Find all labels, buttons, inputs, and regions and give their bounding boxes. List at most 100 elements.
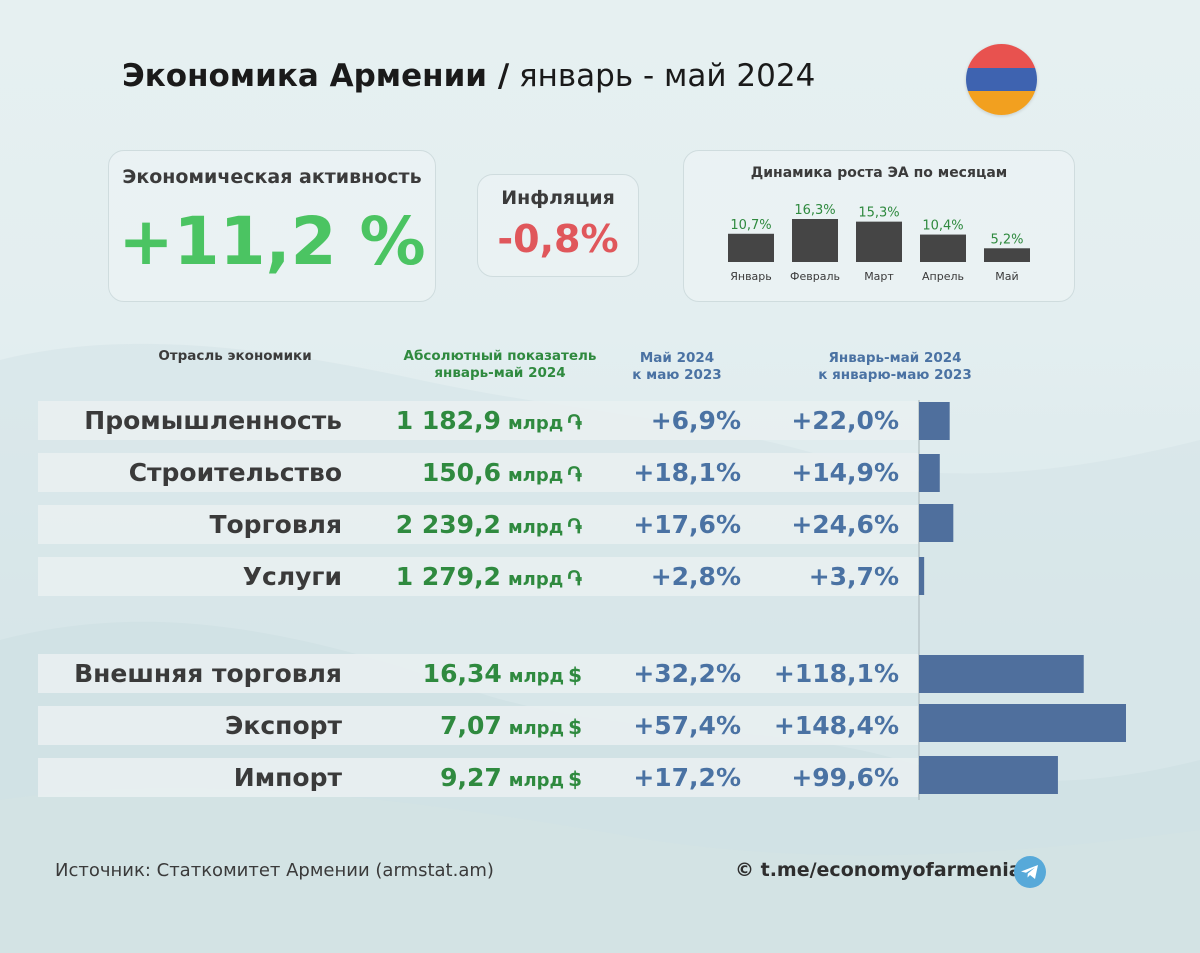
row-may-change: +6,9%: [650, 406, 741, 435]
economic-activity-label: Экономическая активность: [122, 166, 422, 188]
monthly-dynamics-card: Динамика роста ЭА по месяцам 10,7% Январь…: [683, 150, 1075, 302]
row-unit: млрд: [507, 569, 564, 590]
telegram-icon[interactable]: [1014, 856, 1046, 888]
telegram-link[interactable]: © t.me/economyofarmenia: [735, 859, 1022, 881]
row-jan-may-change: +24,6%: [791, 510, 899, 539]
row-currency: $: [568, 715, 582, 739]
month-value-label: 5,2%: [990, 232, 1023, 247]
row-unit: млрд: [508, 718, 565, 739]
row-currency: ֏: [567, 566, 582, 590]
row-sector-name: Импорт: [233, 763, 342, 792]
economic-activity-card: Экономическая активность +11,2 %: [108, 150, 436, 302]
row-may-change: +57,4%: [633, 711, 741, 740]
inflation-label: Инфляция: [501, 187, 615, 209]
header-sector: Отрасль экономики: [158, 348, 312, 364]
flag-stripe-blue: [966, 67, 1037, 92]
row-may-change: +32,2%: [633, 659, 741, 688]
month-bar: [792, 219, 838, 262]
row-sector-name: Экспорт: [225, 711, 342, 740]
header-may: Май 2024 к маю 2023: [612, 350, 742, 384]
row-currency: $: [568, 663, 582, 687]
row-absolute-value: 16,34: [422, 659, 502, 688]
month-category-label: Февраль: [790, 270, 840, 283]
row-jan-may-change: +14,9%: [791, 458, 899, 487]
source-note: Источник: Статкомитет Армении (armstat.a…: [55, 860, 494, 881]
month-bar: [728, 233, 774, 262]
row-absolute-value: 1 182,9: [395, 406, 501, 435]
row-jan-may-change: +99,6%: [791, 763, 899, 792]
title-rest: январь - май 2024: [509, 58, 816, 94]
flag-stripe-red: [966, 44, 1037, 68]
monthly-dynamics-title: Динамика роста ЭА по месяцам: [750, 165, 1008, 181]
row-currency: ֏: [567, 410, 582, 434]
header-jan-may-line1: Январь-май 2024: [828, 350, 962, 366]
row-unit: млрд: [507, 517, 564, 538]
inflation-value: -0,8%: [497, 217, 619, 261]
row-jan-may-change: +118,1%: [773, 659, 899, 688]
flag-stripe-orange: [966, 91, 1037, 115]
month-bar: [920, 234, 966, 262]
header-jan-may-line2: к январю-маю 2023: [818, 367, 972, 383]
page-title: Экономика Армении / январь - май 2024: [122, 58, 815, 94]
row-unit: млрд: [507, 413, 564, 434]
month-value-label: 16,3%: [794, 203, 835, 218]
table-row: Услуги 1 279,2 млрд ֏ +2,8% +3,7%: [38, 557, 918, 596]
month-value-label: 10,4%: [922, 219, 963, 234]
month-category-label: Март: [864, 270, 894, 283]
row-sector-name: Строительство: [128, 458, 342, 487]
monthly-dynamics-chart: 10,7% Январь 16,3% Февраль 15,3% Март 10,4% Апр…: [728, 203, 1030, 283]
month-bar: [984, 248, 1030, 262]
row-absolute-value: 1 279,2: [395, 562, 501, 591]
month-value-label: 10,7%: [730, 218, 771, 233]
row-may-change: +17,2%: [633, 763, 741, 792]
table-row: Строительство 150,6 млрд ֏ +18,1% +14,9%: [38, 453, 918, 492]
row-jan-may-change: +22,0%: [791, 406, 899, 435]
telegram-plane-icon: [1021, 865, 1038, 879]
row-absolute: 150,6 млрд ֏: [422, 453, 582, 492]
row-absolute-value: 9,27: [440, 763, 502, 792]
row-unit: млрд: [508, 770, 565, 791]
table-row: Торговля 2 239,2 млрд ֏ +17,6% +24,6%: [38, 505, 918, 544]
header-absolute-line1: Абсолютный показатель: [403, 348, 597, 364]
row-jan-may-change: +148,4%: [773, 711, 899, 740]
economic-activity-value: +11,2 %: [118, 203, 426, 280]
table-row: Экспорт 7,07 млрд $ +57,4% +148,4%: [38, 706, 918, 745]
row-may-change: +18,1%: [633, 458, 741, 487]
header-absolute-line2: январь-май 2024: [434, 365, 566, 381]
row-absolute-value: 2 239,2: [395, 510, 501, 539]
month-category-label: Май: [995, 270, 1018, 283]
header-absolute: Абсолютный показатель январь-май 2024: [385, 348, 615, 382]
month-category-label: Апрель: [922, 270, 964, 283]
row-absolute: 9,27 млрд $: [440, 758, 582, 797]
row-sector-name: Промышленность: [84, 406, 342, 435]
table-row: Промышленность 1 182,9 млрд ֏ +6,9% +22,0%: [38, 401, 918, 440]
row-currency: $: [568, 767, 582, 791]
header-jan-may: Январь-май 2024 к январю-маю 2023: [780, 350, 1010, 384]
row-absolute: 7,07 млрд $: [440, 706, 582, 745]
header-may-line1: Май 2024: [639, 350, 715, 366]
row-may-change: +17,6%: [633, 510, 741, 539]
month-value-label: 15,3%: [858, 206, 899, 221]
row-absolute-value: 7,07: [440, 711, 502, 740]
row-absolute-value: 150,6: [421, 458, 501, 487]
row-absolute: 16,34 млрд $: [423, 654, 582, 693]
row-unit: млрд: [508, 666, 565, 687]
row-sector-name: Торговля: [209, 510, 342, 539]
table-row: Внешняя торговля 16,34 млрд $ +32,2% +118,…: [38, 654, 918, 693]
row-currency: ֏: [567, 462, 582, 486]
row-sector-name: Услуги: [242, 562, 342, 591]
month-category-label: Январь: [730, 270, 772, 283]
row-jan-may-change: +3,7%: [808, 562, 899, 591]
row-currency: ֏: [567, 514, 582, 538]
header-may-line2: к маю 2023: [632, 367, 722, 383]
table-row: Импорт 9,27 млрд $ +17,2% +99,6%: [38, 758, 918, 797]
row-unit: млрд: [507, 465, 564, 486]
inflation-card: Инфляция -0,8%: [477, 174, 639, 277]
row-may-change: +2,8%: [650, 562, 741, 591]
title-bold: Экономика Армении /: [122, 58, 510, 94]
armenia-flag-icon: [966, 44, 1037, 115]
row-absolute: 2 239,2 млрд ֏: [396, 505, 582, 544]
month-bar: [856, 221, 902, 262]
row-absolute: 1 182,9 млрд ֏: [396, 401, 582, 440]
row-absolute: 1 279,2 млрд ֏: [396, 557, 582, 596]
